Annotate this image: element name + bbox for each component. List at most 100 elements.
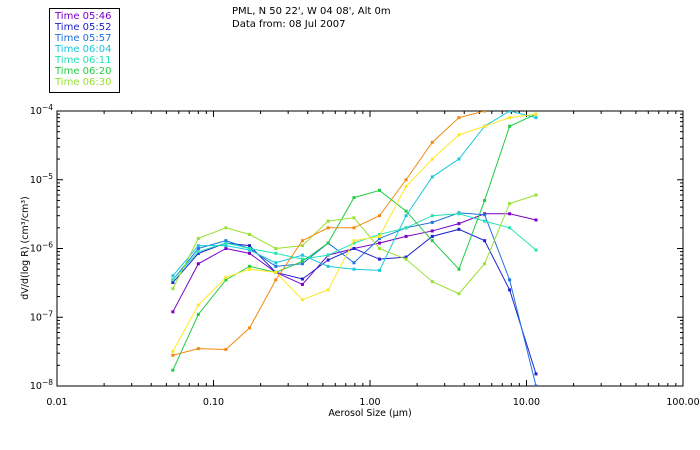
data-point <box>483 219 487 223</box>
data-point <box>196 303 200 307</box>
data-point <box>508 111 512 113</box>
data-point <box>274 278 278 282</box>
data-point <box>508 124 512 128</box>
data-point <box>224 226 228 230</box>
series-8 <box>171 112 538 353</box>
data-point <box>534 384 538 386</box>
data-point <box>404 234 408 238</box>
data-point <box>196 244 200 248</box>
data-point <box>483 262 487 266</box>
data-point <box>248 251 252 255</box>
y-axis-label: dV/d(log R) (cm³/cm³) <box>20 196 31 299</box>
data-point <box>377 241 381 245</box>
data-point <box>300 253 304 257</box>
data-point <box>404 226 408 230</box>
legend-entry: Time 05:52 <box>55 22 112 33</box>
data-point <box>377 214 381 218</box>
data-point <box>196 250 200 254</box>
series-line <box>172 111 485 356</box>
data-point <box>377 234 381 238</box>
data-point <box>352 267 356 271</box>
series-5 <box>171 212 538 282</box>
data-point <box>171 310 175 314</box>
data-point <box>534 218 538 222</box>
data-point <box>248 232 252 236</box>
data-point <box>196 347 200 351</box>
data-point <box>404 255 408 259</box>
data-point <box>171 349 175 353</box>
data-point <box>508 212 512 216</box>
data-point <box>508 202 512 206</box>
x-axis-label: Aerosol Size (µm) <box>328 408 411 419</box>
data-point <box>430 220 434 224</box>
data-point <box>326 258 330 262</box>
data-point <box>274 247 278 250</box>
data-point <box>300 262 304 266</box>
series-9 <box>171 111 487 357</box>
legend-entry: Time 06:30 <box>55 77 112 88</box>
data-point <box>534 248 538 252</box>
y-tick-label: 10−5 <box>30 172 53 186</box>
data-point <box>508 116 512 120</box>
data-point <box>404 214 408 218</box>
legend: Time 05:46 Time 05:52 Time 05:57 Time 06:04… <box>49 8 120 93</box>
data-point <box>508 288 512 292</box>
data-point <box>326 264 330 268</box>
data-point <box>377 236 381 240</box>
data-point <box>352 196 356 200</box>
y-tick-label: 10−7 <box>30 309 53 323</box>
data-point <box>274 261 278 265</box>
data-point <box>326 219 330 223</box>
data-point <box>430 214 434 218</box>
y-tick-label: 10−6 <box>30 241 53 255</box>
data-point <box>300 257 304 261</box>
data-point <box>171 368 175 372</box>
series-line <box>172 228 537 375</box>
data-point <box>196 247 200 250</box>
data-point <box>430 175 434 179</box>
data-point <box>224 275 228 279</box>
data-point <box>457 227 461 231</box>
data-point <box>224 239 228 243</box>
data-date: Data from: 08 Jul 2007 <box>232 19 346 30</box>
data-point <box>274 270 278 274</box>
data-point <box>377 268 381 272</box>
data-point <box>224 278 228 282</box>
data-point <box>534 193 538 197</box>
legend-entry: Time 05:46 <box>55 11 112 22</box>
data-point <box>534 372 538 376</box>
y-tick-label: 10−8 <box>30 378 53 392</box>
data-point <box>483 198 487 202</box>
plot-frame <box>56 110 684 387</box>
data-point <box>300 298 304 302</box>
data-point <box>508 226 512 230</box>
x-tick-label: 100.00 <box>666 397 699 408</box>
data-point <box>196 262 200 266</box>
data-point <box>224 247 228 250</box>
series-4 <box>171 111 538 278</box>
series-line <box>172 113 537 352</box>
data-point <box>377 188 381 192</box>
data-point <box>171 274 175 278</box>
data-point <box>404 178 408 182</box>
data-point <box>483 239 487 243</box>
data-point <box>326 241 330 245</box>
series-7 <box>171 193 538 296</box>
data-point <box>196 251 200 255</box>
data-point <box>377 257 381 261</box>
legend-entry: Time 06:04 <box>55 44 112 55</box>
data-point <box>300 277 304 281</box>
data-point <box>430 157 434 161</box>
site-title: PML, N 50 22', W 04 08', Alt 0m <box>232 6 391 17</box>
data-point <box>274 251 278 255</box>
data-point <box>171 287 175 291</box>
series-3 <box>171 211 538 386</box>
data-point <box>326 226 330 230</box>
data-point <box>430 140 434 144</box>
data-point <box>300 282 304 286</box>
data-point <box>171 281 175 285</box>
data-point <box>224 244 228 248</box>
data-point <box>483 111 487 113</box>
data-point <box>248 244 252 248</box>
